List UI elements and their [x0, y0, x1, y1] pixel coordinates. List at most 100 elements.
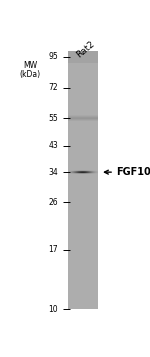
Bar [68, 306, 98, 307]
Bar [68, 261, 98, 262]
Bar [68, 118, 98, 119]
Bar [68, 178, 98, 180]
Bar [68, 302, 98, 303]
Bar [68, 91, 98, 92]
Bar [68, 106, 98, 107]
Bar [68, 238, 98, 239]
Bar [68, 147, 98, 149]
Bar [68, 231, 98, 232]
Bar [68, 89, 98, 90]
Bar [68, 152, 98, 153]
Bar [68, 247, 98, 248]
Bar [68, 233, 98, 234]
Bar [68, 194, 98, 195]
Bar [68, 246, 98, 247]
Bar [68, 185, 98, 186]
Bar [68, 285, 98, 286]
Bar [68, 277, 98, 278]
Bar [68, 286, 98, 287]
Bar [68, 264, 98, 265]
Bar [68, 225, 98, 226]
Bar [68, 253, 98, 254]
Bar [68, 192, 98, 193]
Bar [68, 293, 98, 294]
Bar [68, 266, 98, 267]
Bar [68, 222, 98, 223]
Bar [68, 165, 98, 166]
Text: 17: 17 [49, 245, 58, 255]
Bar [68, 295, 98, 296]
Bar [68, 263, 98, 264]
Text: 95: 95 [49, 52, 58, 61]
Bar [68, 221, 98, 222]
Bar [68, 215, 98, 216]
Bar [68, 239, 98, 240]
Bar [68, 81, 98, 82]
Bar [68, 74, 98, 75]
Bar [68, 274, 98, 275]
Bar [68, 180, 98, 181]
Bar [68, 219, 98, 220]
Bar [68, 87, 98, 88]
Bar [68, 278, 98, 279]
Bar [68, 276, 98, 277]
Bar [68, 250, 98, 251]
Bar [68, 262, 98, 263]
Bar [68, 181, 98, 182]
Bar [68, 182, 98, 183]
Bar [68, 217, 98, 218]
Bar [68, 259, 98, 260]
Bar [68, 61, 98, 62]
Bar [68, 257, 98, 258]
Bar [68, 67, 98, 68]
Bar [68, 272, 98, 273]
Bar [68, 271, 98, 272]
Bar [68, 161, 98, 162]
Bar [68, 223, 98, 224]
Bar [68, 230, 98, 231]
Bar [68, 136, 98, 137]
Bar [68, 289, 98, 290]
Bar [68, 66, 98, 67]
Text: 43: 43 [49, 141, 58, 150]
Bar [68, 92, 98, 93]
Bar [68, 308, 98, 310]
Bar [68, 142, 98, 143]
Bar [68, 60, 98, 61]
Text: FGF10: FGF10 [116, 167, 150, 177]
Bar [68, 307, 98, 308]
Bar [68, 69, 98, 70]
Bar [68, 59, 98, 60]
Bar [68, 196, 98, 197]
Bar [68, 131, 98, 132]
Bar [68, 149, 98, 150]
Bar [68, 303, 98, 304]
Bar [68, 169, 98, 170]
Bar [68, 232, 98, 233]
Bar [68, 83, 98, 84]
Bar [68, 189, 98, 190]
Bar [68, 283, 98, 284]
Bar [68, 234, 98, 235]
Bar [68, 186, 98, 187]
Bar [68, 240, 98, 241]
Bar [68, 157, 98, 158]
Bar [68, 58, 98, 59]
Bar [68, 163, 98, 164]
Bar [68, 299, 98, 300]
Bar [68, 207, 98, 208]
Bar [68, 226, 98, 227]
Bar [68, 170, 98, 171]
Bar [68, 252, 98, 253]
Bar [68, 270, 98, 271]
Bar [68, 103, 98, 104]
Bar [68, 112, 98, 113]
Bar [68, 101, 98, 102]
Bar [68, 134, 98, 135]
Text: 55: 55 [49, 114, 58, 123]
Bar [68, 108, 98, 109]
Bar [68, 224, 98, 225]
Bar [68, 176, 98, 177]
Bar [68, 154, 98, 155]
Bar [68, 188, 98, 189]
